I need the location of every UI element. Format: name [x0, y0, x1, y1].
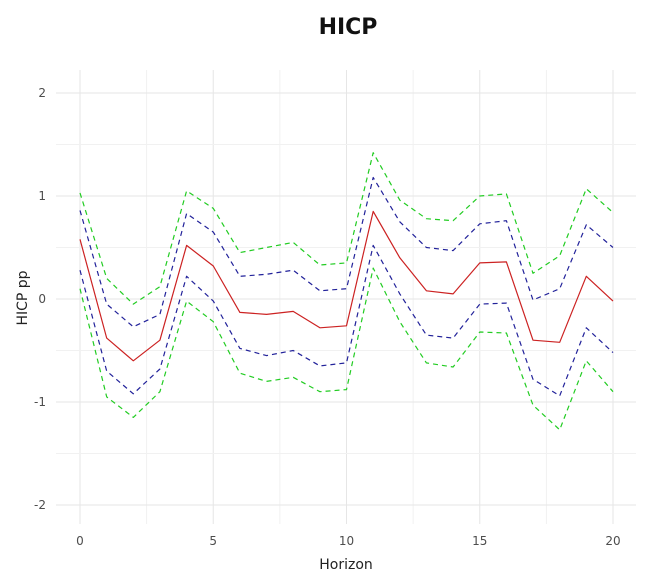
y-tick-label: 0: [38, 292, 46, 306]
x-tick-label: 15: [472, 534, 487, 548]
series-line-2: [79, 176, 614, 328]
grid: [56, 70, 636, 524]
series-line-5: [79, 267, 614, 431]
x-axis-title: Horizon: [319, 557, 373, 573]
chart-title: HICP: [319, 15, 378, 40]
series-layer: [79, 152, 614, 431]
y-tick-label: -1: [34, 395, 46, 409]
x-tick-label: 5: [209, 534, 217, 548]
tick-labels: 0 5 10 15 20 -2 -1 0 1 2: [34, 86, 621, 548]
series-line-3: [79, 210, 614, 362]
series-line-4: [79, 244, 614, 397]
x-tick-label: 20: [605, 534, 620, 548]
y-tick-label: -2: [34, 498, 46, 512]
y-tick-label: 1: [38, 189, 46, 203]
y-tick-label: 2: [38, 86, 46, 100]
y-axis-title: HICP pp: [15, 270, 31, 325]
x-tick-label: 0: [76, 534, 84, 548]
x-tick-label: 10: [339, 534, 354, 548]
series-line-1: [79, 152, 614, 305]
